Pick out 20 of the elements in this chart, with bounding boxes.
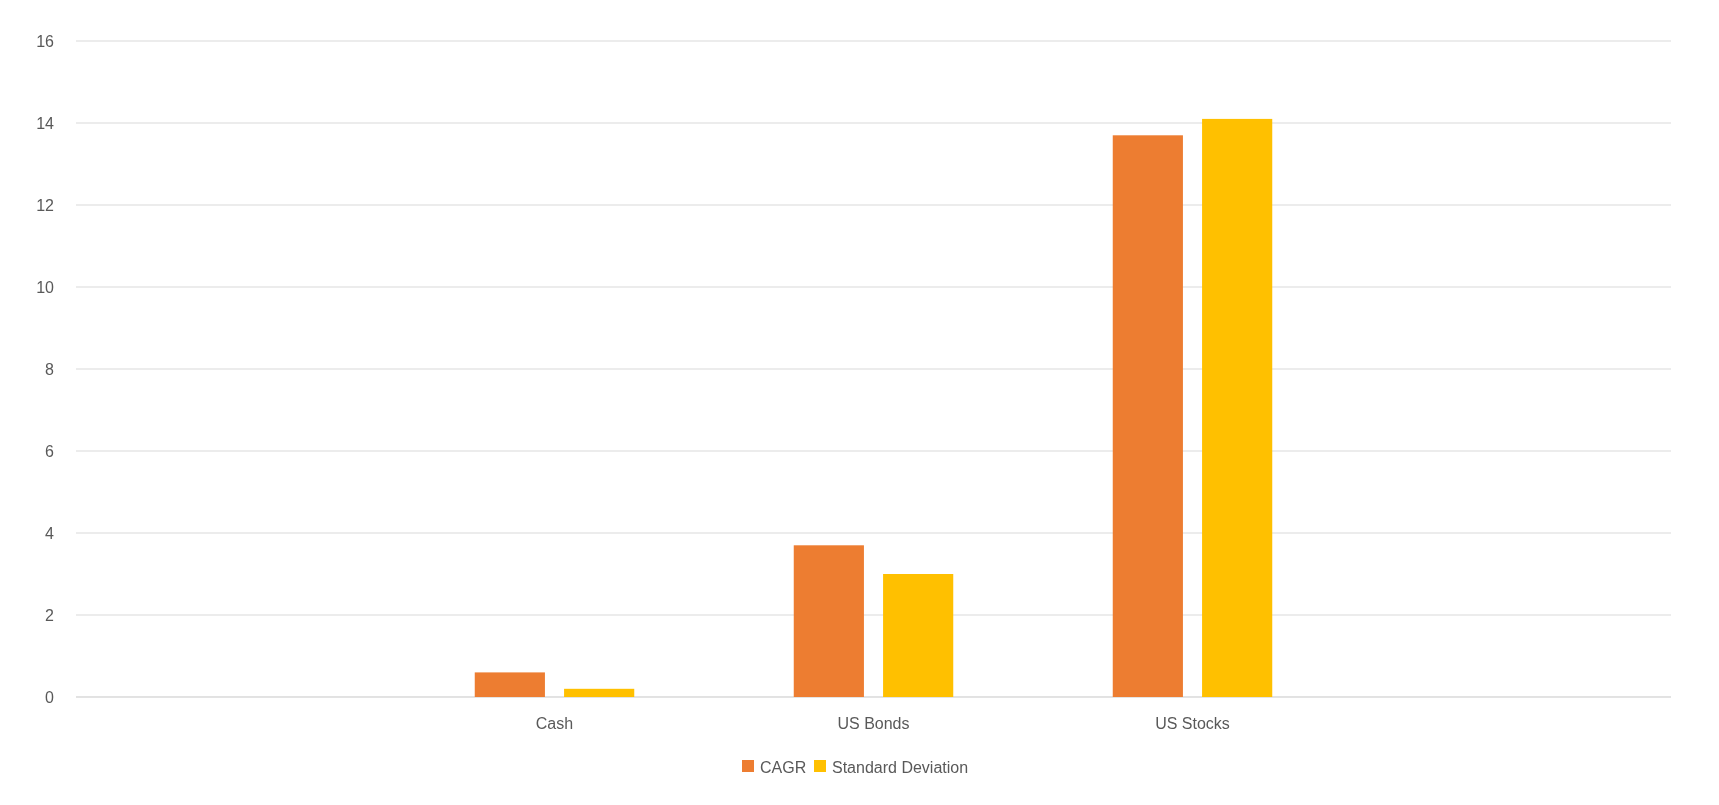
- y-tick-label: 0: [45, 688, 55, 706]
- bar: [1112, 135, 1183, 697]
- y-tick-label: 16: [36, 32, 55, 50]
- y-tick-label: 2: [45, 606, 55, 624]
- bar: [793, 545, 864, 697]
- y-tick-label: 8: [45, 360, 55, 378]
- y-tick-label: 6: [45, 442, 55, 460]
- y-tick-label: 14: [36, 114, 55, 132]
- bar: [1202, 118, 1273, 697]
- x-tick-label: US Stocks: [1155, 715, 1230, 732]
- legend-label: Standard Deviation: [832, 758, 969, 776]
- x-tick-label: Cash: [535, 715, 574, 732]
- y-tick-label: 12: [36, 196, 55, 214]
- x-tick-label: US Bonds: [837, 715, 910, 732]
- bar: [474, 672, 545, 697]
- legend-label: CAGR: [760, 758, 807, 776]
- bar: [883, 574, 954, 697]
- y-tick-label: 4: [45, 524, 55, 542]
- bar: [564, 688, 635, 697]
- y-tick-label: 10: [36, 278, 55, 296]
